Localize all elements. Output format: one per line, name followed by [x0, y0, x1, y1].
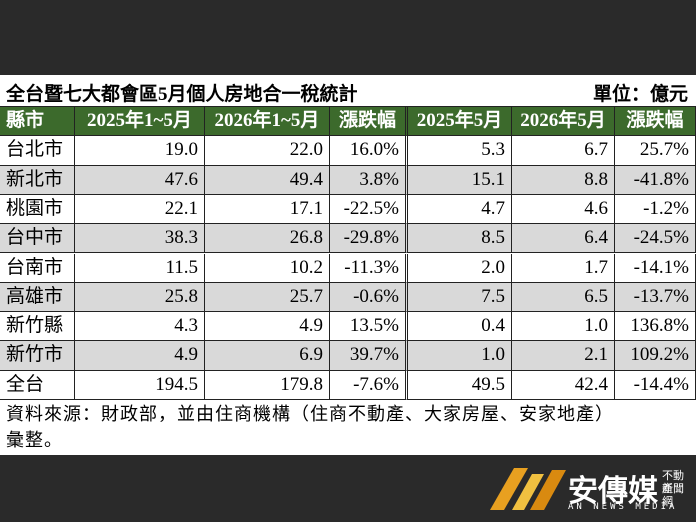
table-cell: -13.7% — [615, 282, 696, 313]
table-cell: 4.9 — [75, 341, 205, 371]
table-cell: 47.6 — [75, 165, 205, 195]
table-cell: 49.4 — [205, 165, 330, 195]
note: 資料來源：財政部，並由住商機構（住商不動產、大家房屋、安家地產）彙整。 — [6, 404, 605, 450]
table-cell: 109.2% — [615, 341, 696, 371]
table-cell: 0.4 — [408, 312, 512, 342]
table-cell: 1.0 — [408, 341, 512, 371]
logo-tag: 新聞網 — [662, 483, 684, 508]
table-cell: 136.8% — [615, 312, 696, 342]
table-cell: 6.5 — [512, 282, 615, 313]
table-cell: -24.5% — [615, 224, 696, 254]
header-cell: 2026年1~5月 — [205, 107, 330, 137]
table-cell: 4.7 — [408, 194, 512, 225]
logo-icon — [490, 468, 566, 510]
table-cell: 8.8 — [512, 165, 615, 195]
table-cell: 全台 — [0, 370, 75, 400]
table-cell: 7.5 — [408, 282, 512, 313]
table-cell: 4.9 — [205, 312, 330, 342]
table-cell: 高雄市 — [0, 282, 75, 313]
table-cell: -14.4% — [615, 370, 696, 400]
logo-tag: 不動產 — [662, 470, 684, 495]
table-cell: 6.9 — [205, 341, 330, 371]
header-cell: 漲跌幅 — [615, 107, 696, 137]
table-cell: 38.3 — [75, 224, 205, 254]
table-cell: 11.5 — [75, 253, 205, 283]
table-cell: 22.1 — [75, 194, 205, 225]
table-cell: 新北市 — [0, 165, 75, 195]
table-cell: -29.8% — [330, 224, 408, 254]
unit: 單位：億元 — [592, 84, 688, 105]
table-cell: 179.8 — [205, 370, 330, 400]
table-cell: -7.6% — [330, 370, 408, 400]
table-cell: -0.6% — [330, 282, 408, 313]
table-cell: -14.1% — [615, 253, 696, 283]
table-cell: -22.5% — [330, 194, 408, 225]
table-cell: 19.0 — [75, 136, 205, 166]
table-cell: 194.5 — [75, 370, 205, 400]
table-cell: 台北市 — [0, 136, 75, 166]
table-cell: 桃園市 — [0, 194, 75, 225]
table-cell: 5.3 — [408, 136, 512, 166]
logo-english: AN NEWS MEDIA — [568, 502, 678, 512]
table-cell: 22.0 — [205, 136, 330, 166]
table-panel: 全台暨七大都會區5月個人房地合一稅統計 單位：億元 縣市 2025年1~5月 202… — [0, 75, 696, 455]
title: 全台暨七大都會區5月個人房地合一稅統計 — [6, 84, 358, 105]
table-cell: 1.7 — [512, 253, 615, 283]
table-cell: 13.5% — [330, 312, 408, 342]
table-cell: -1.2% — [615, 194, 696, 225]
table-cell: 新竹市 — [0, 341, 75, 371]
table-cell: 3.8% — [330, 165, 408, 195]
table-cell: 16.0% — [330, 136, 408, 166]
table-cell: 6.7 — [512, 136, 615, 166]
header-cell: 漲跌幅 — [330, 107, 408, 137]
table: 縣市 2025年1~5月 2026年1~5月 漲跌幅 2025年5月 2026年5月 漲跌幅… — [0, 106, 696, 400]
table-cell: 42.4 — [512, 370, 615, 400]
table-cell: 1.0 — [512, 312, 615, 342]
table-cell: 15.1 — [408, 165, 512, 195]
header-cell: 2025年1~5月 — [75, 107, 205, 137]
table-cell: 17.1 — [205, 194, 330, 225]
table-cell: 台南市 — [0, 253, 75, 283]
logo: 安傳媒 不動產 新聞網 AN NEWS MEDIA — [488, 464, 688, 516]
table-cell: 新竹縣 — [0, 312, 75, 342]
table-cell: 2.0 — [408, 253, 512, 283]
table-cell: -11.3% — [330, 253, 408, 283]
table-cell: 26.8 — [205, 224, 330, 254]
table-cell: 25.7 — [205, 282, 330, 313]
table-cell: 4.6 — [512, 194, 615, 225]
table-cell: 39.7% — [330, 341, 408, 371]
table-cell: 10.2 — [205, 253, 330, 283]
table-cell: 8.5 — [408, 224, 512, 254]
header-cell: 2025年5月 — [408, 107, 512, 137]
table-cell: 25.7% — [615, 136, 696, 166]
table-cell: 25.8 — [75, 282, 205, 313]
header-cell: 2026年5月 — [512, 107, 615, 137]
table-cell: 4.3 — [75, 312, 205, 342]
table-cell: 2.1 — [512, 341, 615, 371]
logo-name: 安傳媒 — [568, 474, 658, 509]
table-cell: -41.8% — [615, 165, 696, 195]
table-cell: 台中市 — [0, 224, 75, 254]
table-cell: 49.5 — [408, 370, 512, 400]
header-cell: 縣市 — [0, 107, 75, 137]
table-cell: 6.4 — [512, 224, 615, 254]
